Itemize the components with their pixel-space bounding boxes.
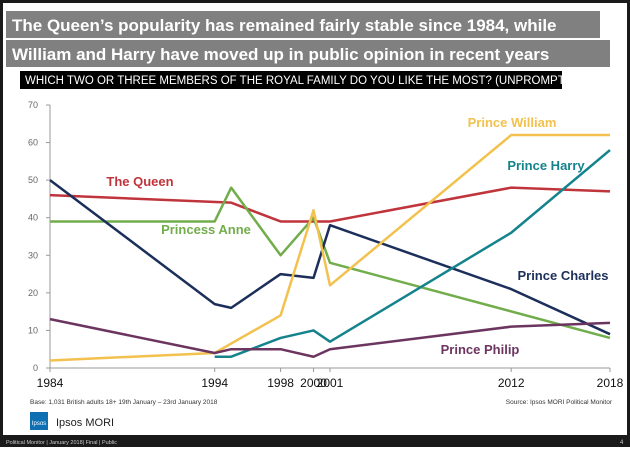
y-tick-label: 50 <box>28 175 38 185</box>
series-label: Prince Philip <box>441 342 520 357</box>
series-line <box>49 186 611 223</box>
x-tick-label: 2018 <box>597 376 624 390</box>
series-line <box>49 317 611 358</box>
y-tick-label: 30 <box>28 250 38 260</box>
footer: Political Monitor | January 2018| Final … <box>6 440 117 446</box>
y-tick-label: 20 <box>28 288 38 298</box>
logo <box>30 412 48 430</box>
question: WHICH TWO OR THREE MEMBERS OF THE ROYAL … <box>25 75 585 87</box>
x-tick-label: 2000 <box>300 376 327 390</box>
title-box <box>6 40 610 67</box>
title-box <box>6 11 600 38</box>
x-tick-label: 1994 <box>201 376 228 390</box>
series-label: The Queen <box>106 174 173 189</box>
x-tick-label: 2012 <box>498 376 525 390</box>
x-tick-label: 1984 <box>37 376 64 390</box>
series-label: Princess Anne <box>161 222 251 237</box>
series-label: Prince William <box>468 115 557 130</box>
series-line <box>214 149 611 358</box>
source-note: Source: Ipsos MORI Political Monitor <box>506 399 613 406</box>
brand: Ipsos MORI <box>56 417 114 429</box>
x-tick-label: 1998 <box>267 376 294 390</box>
y-tick-label: 10 <box>28 325 38 335</box>
series-label: Prince Harry <box>507 158 585 173</box>
logo-text: Ipsos <box>32 421 46 427</box>
title: William and Harry have moved up in publi… <box>12 45 549 64</box>
y-tick-label: 40 <box>28 213 38 223</box>
question-box <box>20 71 562 89</box>
y-tick-label: 70 <box>28 100 38 110</box>
y-tick-label: 0 <box>33 363 38 373</box>
title: The Queen’s popularity has remained fair… <box>12 16 557 35</box>
series-label: Prince Charles <box>517 268 608 283</box>
series-line <box>49 179 611 336</box>
x-tick-label: 2001 <box>317 376 344 390</box>
y-tick-label: 60 <box>28 138 38 148</box>
base-note: Base: 1,031 British adults 18+ 19th Janu… <box>30 399 218 406</box>
page-number: 4 <box>620 440 624 446</box>
series-line <box>50 186 611 340</box>
